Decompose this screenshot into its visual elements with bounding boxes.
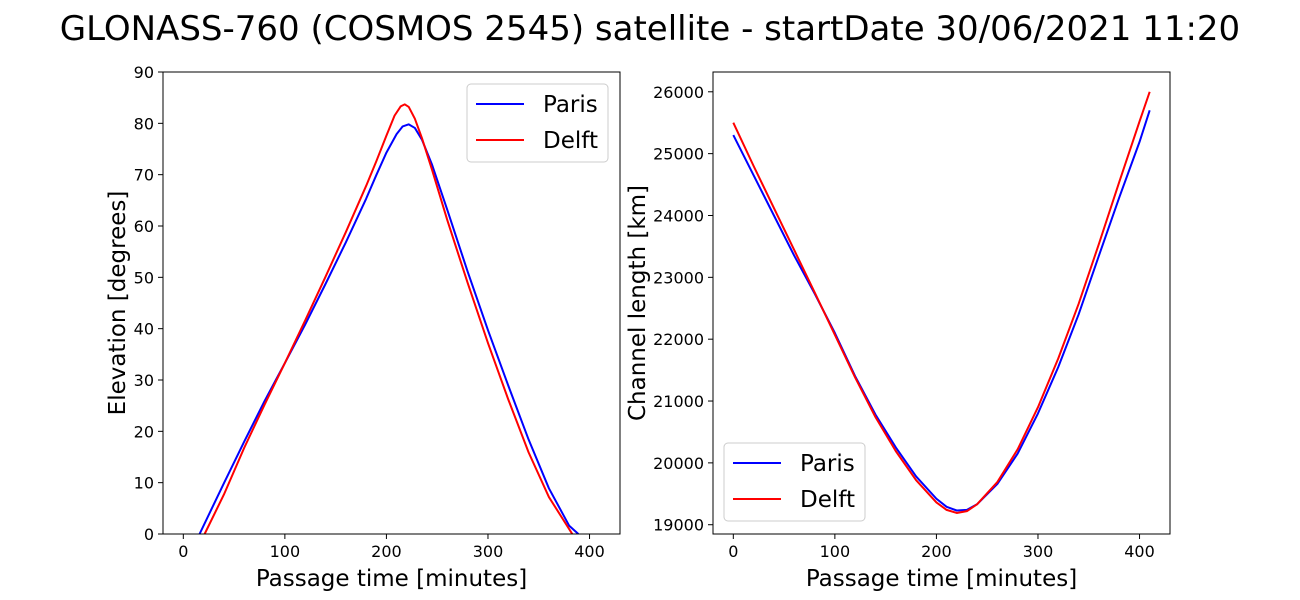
channel-length-y-tick-label: 22000 xyxy=(653,330,704,349)
elevation-x-tick-label: 200 xyxy=(371,542,402,561)
channel-length-y-tick-label: 20000 xyxy=(653,454,704,473)
channel-length-y-tick-label: 25000 xyxy=(653,145,704,164)
elevation-legend-label-paris: Paris xyxy=(543,92,598,118)
channel-length-y-tick-label: 19000 xyxy=(653,516,704,535)
channel-length-axes-frame xyxy=(712,71,1171,535)
channel-length-x-tick-label: 300 xyxy=(1023,542,1054,561)
channel-length-y-axis-label: Channel length [km] xyxy=(625,185,651,421)
channel-length-x-tick-label: 0 xyxy=(728,542,738,561)
channel-length-series-delft xyxy=(732,91,1151,514)
elevation-legend-label-delft: Delft xyxy=(543,128,598,154)
elevation-x-tick-label: 400 xyxy=(574,542,605,561)
channel-length-plot: 0 100 200 300 400 19000 20000 21000 22000 23000 24… xyxy=(625,71,1171,592)
elevation-y-tick-label: 20 xyxy=(134,422,154,441)
elevation-y-axis-label: Elevation [degrees] xyxy=(105,191,131,416)
elevation-y-tick-label: 40 xyxy=(134,320,154,339)
elevation-x-tick-label: 0 xyxy=(178,542,188,561)
channel-length-y-tick-label: 24000 xyxy=(653,206,704,225)
elevation-plot: 0 100 200 300 400 0 10 20 30 40 50 60 70 80 90 Passage … xyxy=(105,63,621,592)
channel-length-y-tick-label: 23000 xyxy=(653,268,704,287)
channel-length-legend-label-delft: Delft xyxy=(800,487,855,513)
elevation-series-paris xyxy=(198,123,580,534)
channel-length-x-tick-label: 200 xyxy=(921,542,952,561)
elevation-y-tick-label: 90 xyxy=(134,63,154,82)
elevation-axes-frame xyxy=(162,71,621,535)
elevation-x-tick-label: 300 xyxy=(473,542,504,561)
elevation-series-delft xyxy=(203,103,574,534)
channel-length-x-tick-label: 400 xyxy=(1124,542,1155,561)
elevation-y-tick-label: 0 xyxy=(144,525,154,544)
channel-length-y-tick-label: 21000 xyxy=(653,392,704,411)
elevation-y-tick-label: 30 xyxy=(134,371,154,390)
elevation-legend: Paris Delft xyxy=(466,83,609,163)
elevation-y-tick-label: 50 xyxy=(134,268,154,287)
elevation-y-tick-label: 70 xyxy=(134,166,154,185)
channel-length-legend-label-paris: Paris xyxy=(800,451,855,477)
channel-length-legend: Paris Delft xyxy=(723,442,866,522)
elevation-y-tick-label: 10 xyxy=(134,474,154,493)
elevation-y-tick-label: 60 xyxy=(134,217,154,236)
channel-length-x-axis-label: Passage time [minutes] xyxy=(806,566,1077,592)
elevation-y-tick-label: 80 xyxy=(134,114,154,133)
elevation-x-axis-label: Passage time [minutes] xyxy=(256,566,527,592)
elevation-x-tick-label: 100 xyxy=(270,542,301,561)
channel-length-y-tick-label: 26000 xyxy=(653,83,704,102)
figure-title: GLONASS-760 (COSMOS 2545) satellite - st… xyxy=(60,9,1240,49)
channel-length-x-tick-label: 100 xyxy=(820,542,851,561)
